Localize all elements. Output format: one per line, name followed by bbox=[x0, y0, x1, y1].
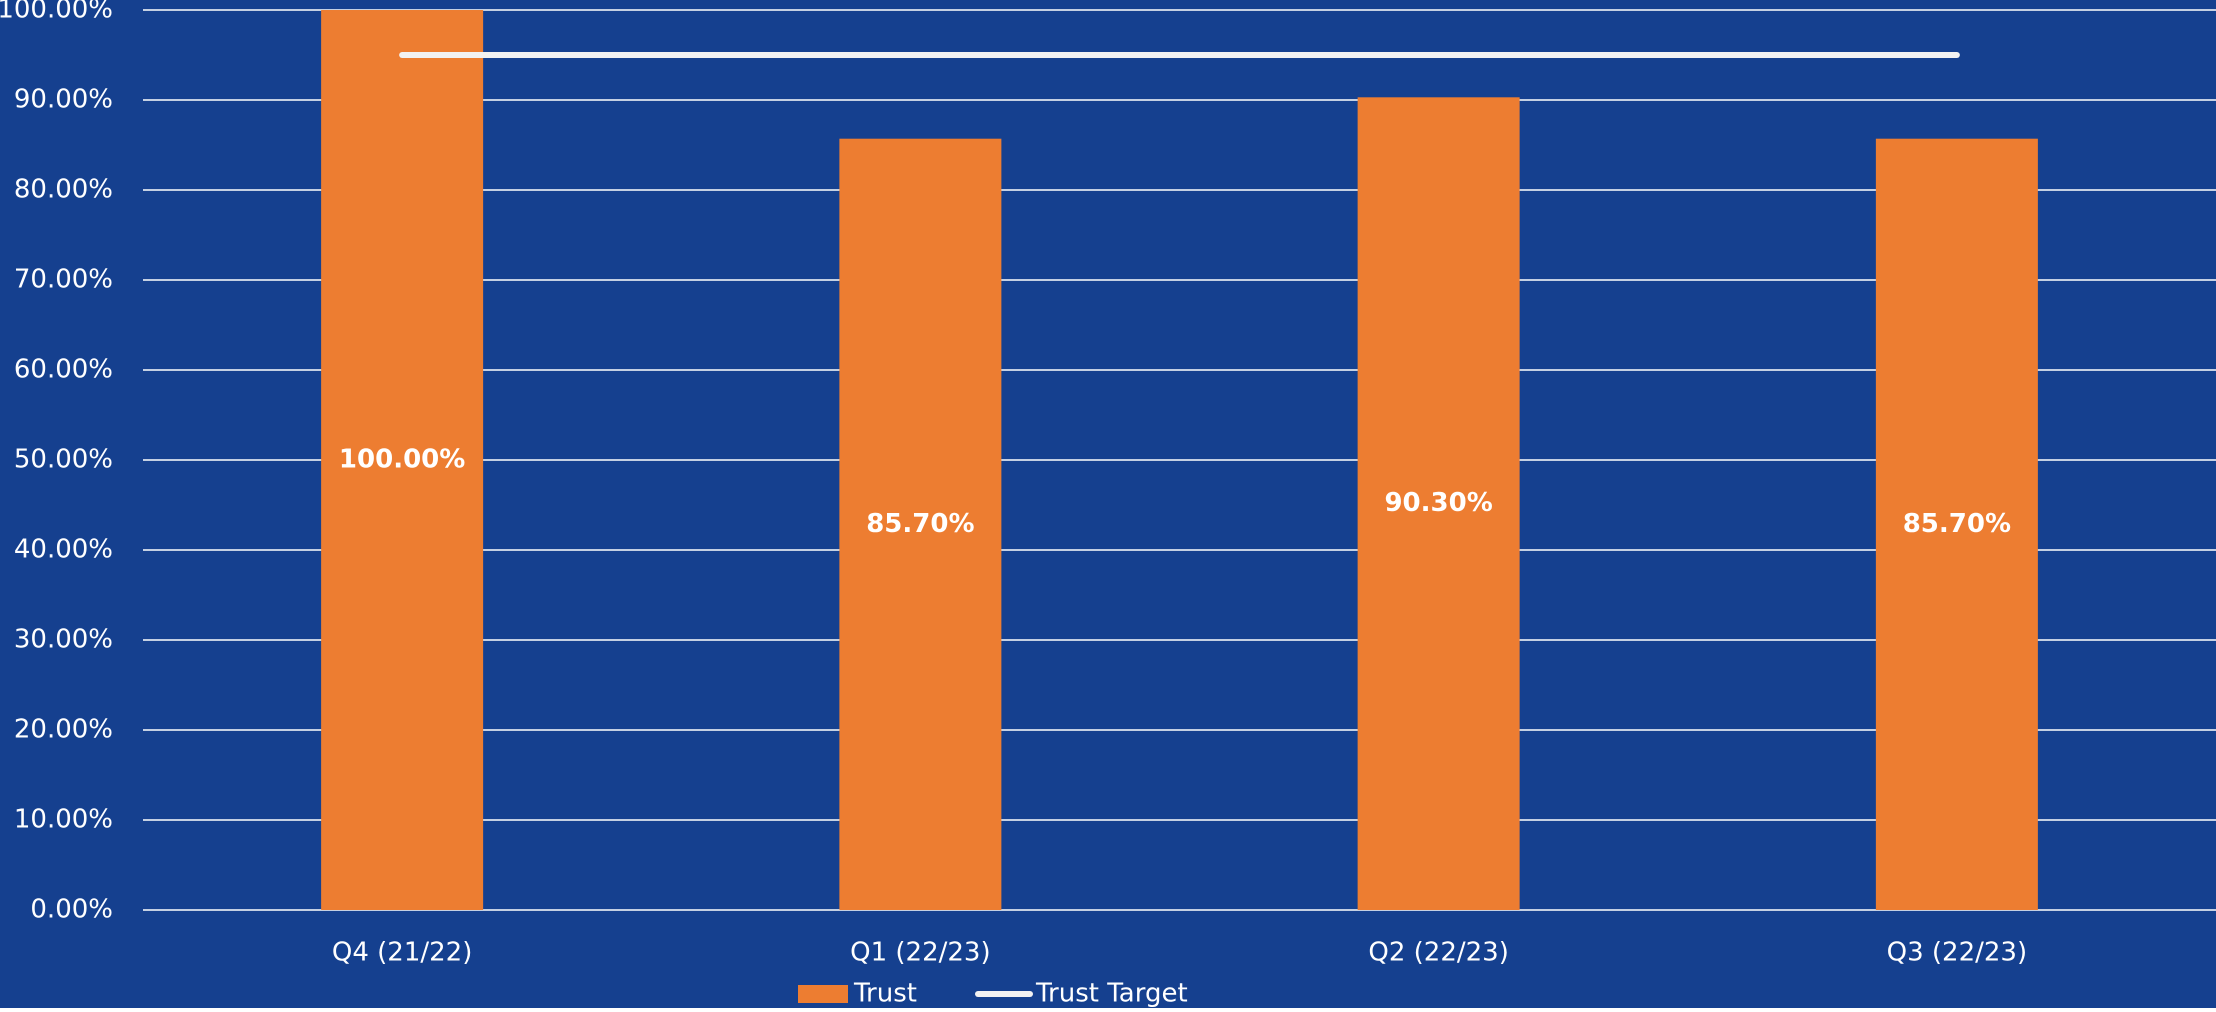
y-tick-label: 80.00% bbox=[14, 175, 113, 205]
bar bbox=[839, 138, 1002, 910]
y-tick-label: 20.00% bbox=[14, 715, 113, 745]
y-tick-label: 100.00% bbox=[0, 0, 113, 25]
bar bbox=[1875, 138, 2038, 910]
y-tick-label: 40.00% bbox=[14, 535, 113, 565]
legend-label: Trust Target bbox=[1035, 979, 1188, 1009]
x-tick-label: Q3 (22/23) bbox=[1887, 938, 2028, 968]
data-label: 100.00% bbox=[339, 445, 465, 475]
data-label: 85.70% bbox=[1903, 509, 2011, 539]
legend-label: Trust bbox=[853, 979, 917, 1009]
bar bbox=[1357, 97, 1520, 911]
y-tick-label: 60.00% bbox=[14, 355, 113, 385]
bar bbox=[321, 10, 484, 910]
y-tick-label: 70.00% bbox=[14, 265, 113, 295]
y-tick-label: 0.00% bbox=[30, 895, 113, 925]
legend-swatch bbox=[798, 985, 848, 1003]
x-tick-label: Q2 (22/23) bbox=[1368, 938, 1509, 968]
x-tick-label: Q4 (21/22) bbox=[332, 938, 473, 968]
data-label: 90.30% bbox=[1384, 488, 1492, 518]
x-tick-label: Q1 (22/23) bbox=[850, 938, 991, 968]
y-tick-label: 30.00% bbox=[14, 625, 113, 655]
y-tick-label: 10.00% bbox=[14, 805, 113, 835]
y-tick-label: 90.00% bbox=[14, 85, 113, 115]
y-tick-label: 50.00% bbox=[14, 445, 113, 475]
data-label: 85.70% bbox=[866, 509, 974, 539]
